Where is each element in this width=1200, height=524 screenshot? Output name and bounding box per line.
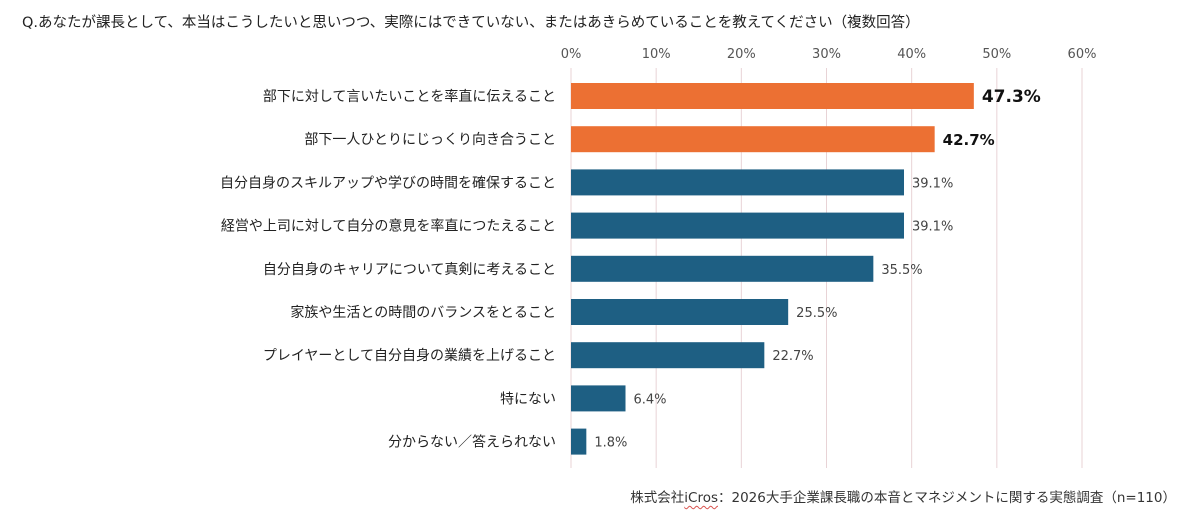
x-axis-ticks: 0% 10% 20% 30% 40% 50% 60%	[561, 47, 1097, 62]
value-label: 47.3%	[982, 87, 1041, 107]
category-label: 家族や生活との時間のバランスをとること	[290, 304, 556, 321]
value-label: 35.5%	[881, 263, 922, 278]
bar	[571, 169, 905, 196]
value-labels: 47.3% 42.7% 39.1% 39.1% 35.5% 25.5% 22.7% 6.4% 1…	[594, 87, 1040, 451]
x-tick-label: 0%	[561, 47, 582, 62]
x-tick-label: 20%	[727, 47, 756, 62]
source-brand: iCros	[684, 490, 718, 506]
bar	[571, 299, 789, 325]
x-tick-label: 50%	[982, 47, 1011, 62]
category-labels: 部下に対して言いたいことを率直に伝えること部下一人ひとりにじっくり向き合うこと自…	[220, 88, 556, 451]
value-label: 6.4%	[634, 392, 667, 407]
x-tick-label: 60%	[1068, 47, 1097, 62]
bar	[571, 385, 626, 412]
x-tick-label: 30%	[812, 47, 841, 62]
category-label: 分からない／答えられない	[388, 434, 556, 451]
category-label: 自分自身のキャリアについて真剣に考えること	[263, 262, 556, 278]
category-label: 特にない	[500, 391, 556, 407]
category-label: 自分自身のスキルアップや学びの時間を確保すること	[220, 175, 556, 191]
value-label: 42.7%	[943, 131, 995, 149]
source-note: 株式会社iCros：2026大手企業課長職の本音とマネジメントに関する実態調査（…	[630, 486, 1176, 506]
category-label: 部下に対して言いたいことを率直に伝えること	[263, 88, 556, 105]
source-prefix: 株式会社	[630, 490, 685, 506]
bar	[571, 212, 905, 239]
bar	[571, 342, 765, 369]
bar	[571, 83, 974, 109]
source-suffix: ：2026大手企業課長職の本音とマネジメントに関する実態調査（n=110）	[718, 490, 1176, 506]
bar	[571, 428, 587, 455]
category-label: 経営や上司に対して自分の意見を率直につたえること	[221, 218, 556, 235]
x-tick-label: 10%	[642, 47, 671, 62]
bars	[571, 83, 974, 455]
question-title: Q.あなたが課長として、本当はこうしたいと思いつつ、実際にはできていない、または…	[22, 15, 920, 31]
bar	[571, 126, 935, 153]
value-label: 1.8%	[594, 436, 627, 451]
x-tick-label: 40%	[897, 47, 926, 62]
category-label: 部下一人ひとりにじっくり向き合うこと	[304, 132, 556, 148]
value-label: 22.7%	[772, 349, 813, 364]
value-label: 39.1%	[912, 176, 953, 191]
value-label: 39.1%	[912, 220, 953, 235]
bar	[571, 255, 874, 282]
category-label: プレイヤーとして自分自身の業績を上げること	[263, 348, 556, 364]
value-label: 25.5%	[796, 306, 837, 321]
